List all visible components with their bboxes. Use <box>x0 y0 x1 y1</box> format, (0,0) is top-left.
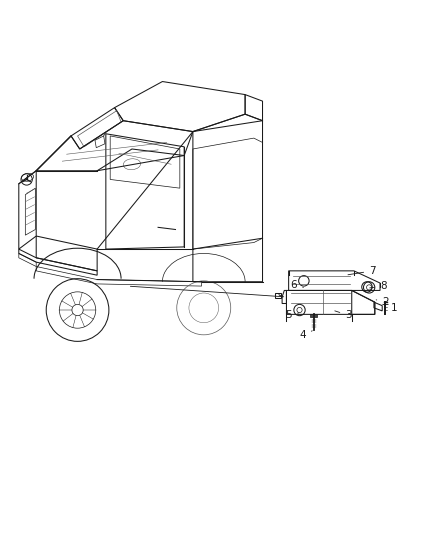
Text: 6: 6 <box>291 280 304 290</box>
Text: 4: 4 <box>300 330 312 340</box>
Text: 8: 8 <box>370 281 387 291</box>
Text: 2: 2 <box>376 297 389 307</box>
Polygon shape <box>311 314 318 317</box>
Text: 1: 1 <box>383 303 398 313</box>
Text: 5: 5 <box>286 310 299 320</box>
Text: 3: 3 <box>335 310 352 320</box>
Text: 7: 7 <box>348 266 376 276</box>
